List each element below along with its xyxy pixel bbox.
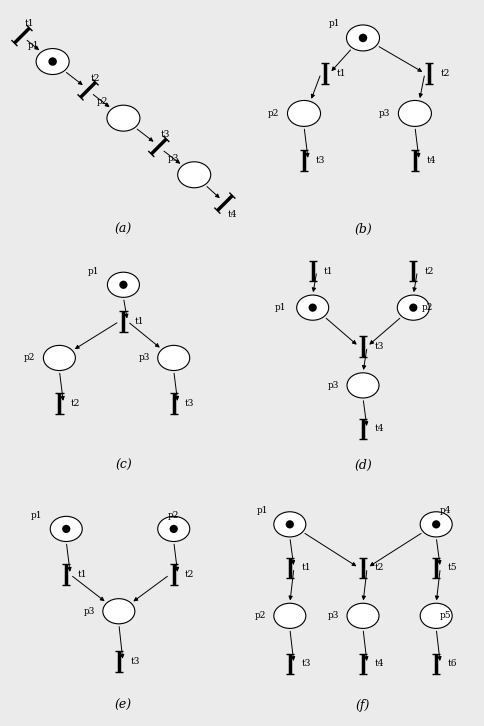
- Ellipse shape: [420, 603, 452, 629]
- Text: p4: p4: [439, 506, 451, 515]
- Ellipse shape: [347, 603, 379, 629]
- Text: p2: p2: [422, 303, 433, 312]
- Ellipse shape: [347, 373, 379, 398]
- Text: p1: p1: [31, 510, 42, 520]
- Ellipse shape: [274, 603, 306, 629]
- Ellipse shape: [420, 512, 452, 537]
- Text: t2: t2: [425, 266, 434, 276]
- Text: p3: p3: [83, 607, 95, 616]
- Circle shape: [309, 303, 317, 311]
- Circle shape: [432, 521, 440, 529]
- Text: p5: p5: [439, 611, 451, 620]
- Ellipse shape: [107, 105, 140, 131]
- Text: p2: p2: [255, 611, 266, 620]
- Text: p1: p1: [28, 41, 40, 49]
- Text: p1: p1: [275, 303, 287, 312]
- Text: t3: t3: [161, 130, 170, 139]
- Text: (a): (a): [115, 223, 132, 236]
- Text: (b): (b): [354, 223, 372, 236]
- Text: t2: t2: [91, 73, 100, 83]
- Text: t1: t1: [337, 69, 347, 78]
- Text: (c): (c): [115, 460, 132, 473]
- Ellipse shape: [274, 512, 306, 537]
- Text: p3: p3: [328, 381, 339, 390]
- Text: p3: p3: [167, 154, 179, 163]
- Text: t1: t1: [301, 563, 311, 572]
- Text: t1: t1: [135, 317, 144, 326]
- Text: t3: t3: [375, 342, 384, 351]
- Text: p2: p2: [268, 109, 279, 118]
- Ellipse shape: [297, 295, 329, 320]
- Circle shape: [359, 33, 367, 42]
- Text: t2: t2: [375, 563, 384, 572]
- Text: p3: p3: [328, 611, 339, 620]
- Text: t4: t4: [375, 659, 384, 669]
- Text: t1: t1: [24, 20, 34, 28]
- Text: (d): (d): [354, 460, 372, 473]
- Ellipse shape: [398, 100, 431, 126]
- Ellipse shape: [287, 100, 320, 126]
- Text: p1: p1: [257, 506, 268, 515]
- Text: p2: p2: [168, 510, 180, 520]
- Circle shape: [119, 281, 128, 289]
- Circle shape: [169, 525, 178, 533]
- Ellipse shape: [178, 162, 211, 188]
- Text: t2: t2: [441, 69, 450, 78]
- Text: t2: t2: [185, 570, 195, 579]
- Ellipse shape: [36, 49, 69, 75]
- Text: t4: t4: [427, 156, 436, 165]
- Text: p1: p1: [88, 266, 99, 276]
- Ellipse shape: [397, 295, 429, 320]
- Circle shape: [286, 521, 294, 529]
- Circle shape: [48, 57, 57, 66]
- Text: p2: p2: [24, 354, 35, 362]
- Text: t2: t2: [71, 399, 80, 408]
- Text: t1: t1: [77, 570, 87, 579]
- Text: p1: p1: [329, 20, 340, 28]
- Ellipse shape: [50, 516, 82, 542]
- Text: t3: t3: [130, 657, 140, 666]
- Ellipse shape: [347, 25, 379, 51]
- Text: p3: p3: [378, 109, 390, 118]
- Text: (f): (f): [356, 699, 370, 712]
- Ellipse shape: [158, 516, 190, 542]
- Text: t4: t4: [227, 211, 237, 219]
- Text: t3: t3: [316, 156, 325, 165]
- Circle shape: [62, 525, 70, 533]
- Circle shape: [409, 303, 417, 311]
- Ellipse shape: [44, 346, 76, 370]
- Text: t4: t4: [375, 425, 384, 433]
- Text: p2: p2: [96, 97, 108, 106]
- Text: t5: t5: [448, 563, 457, 572]
- Text: p3: p3: [138, 354, 150, 362]
- Ellipse shape: [107, 272, 139, 298]
- Text: (e): (e): [115, 699, 132, 712]
- Text: t6: t6: [448, 659, 457, 669]
- Ellipse shape: [103, 599, 135, 624]
- Text: t3: t3: [185, 399, 195, 408]
- Ellipse shape: [158, 346, 190, 370]
- Text: t3: t3: [301, 659, 311, 669]
- Text: t1: t1: [324, 266, 333, 276]
